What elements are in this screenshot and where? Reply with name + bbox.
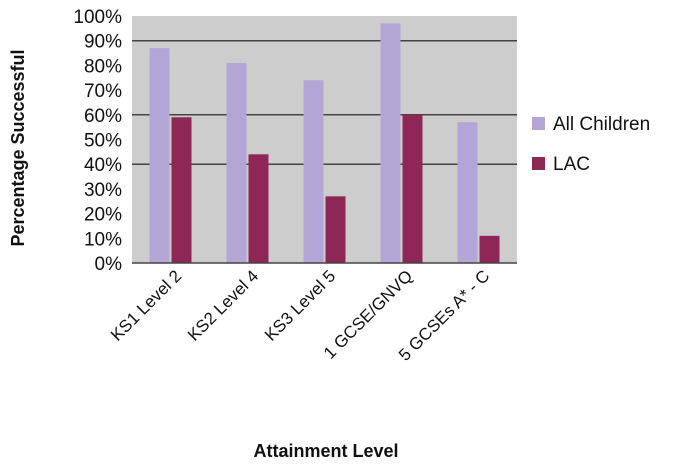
bar-lac [325,196,346,263]
bar-lac [248,154,269,263]
category-label: KS1 Level 2 [107,266,185,344]
y-tick-label: 100% [73,7,122,28]
y-tick-label: 70% [84,81,122,102]
y-tick-label: 0% [95,254,123,275]
legend-label-all-children: All Children [553,114,650,135]
legend-label-lac: LAC [553,154,590,175]
x-axis-title: Attainment Level [253,441,398,461]
y-tick-label: 90% [84,32,122,53]
y-axis-ticks: 0% 10% 20% 30% 40% 50% 60% 70% 80% 90% 100% [73,7,122,275]
bar-all-children [303,80,324,263]
y-tick-label: 30% [84,180,122,201]
bar-lac [479,235,500,263]
y-tick-label: 20% [84,205,122,226]
y-tick-label: 80% [84,56,122,77]
y-tick-label: 60% [84,106,122,127]
y-tick-label: 10% [84,229,122,250]
legend-swatch-lac [532,157,545,170]
category-label: KS3 Level 5 [261,266,339,344]
legend-swatch-all-children [532,117,545,130]
plot-area [132,16,517,263]
bar-lac [402,114,423,263]
bar-lac [171,117,192,264]
y-tick-label: 50% [84,131,122,152]
legend: All Children LAC [532,114,650,175]
y-axis-title: Percentage Successful [8,49,28,246]
bar-all-children [149,48,170,263]
bar-all-children [226,62,247,264]
y-tick-label: 40% [84,155,122,176]
bars [149,23,500,264]
bar-all-children [457,122,478,264]
gridlines [132,39,517,165]
category-label: KS2 Level 4 [184,266,262,344]
bar-all-children [380,23,401,263]
